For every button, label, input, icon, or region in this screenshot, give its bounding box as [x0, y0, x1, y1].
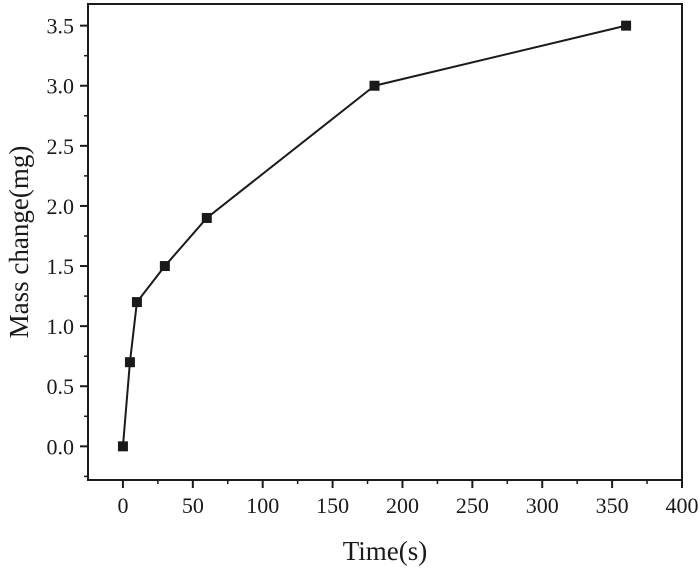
x-tick-label: 0: [117, 493, 128, 518]
data-point-marker: [131, 297, 142, 308]
y-tick-label: 3.5: [47, 14, 75, 39]
series-layer: [117, 20, 632, 452]
x-tick-label: 350: [596, 493, 629, 518]
y-tick-label: 0.5: [47, 374, 75, 399]
data-point-marker: [621, 20, 632, 31]
data-point-marker: [124, 357, 135, 368]
x-axis-ticks: 0 50 100 150 200 250 300 350 400: [117, 480, 699, 518]
y-axis-title: Mass change(mg): [4, 146, 34, 339]
x-tick-label: 150: [316, 493, 349, 518]
data-point-marker: [369, 80, 380, 91]
plot-frame: [87, 3, 683, 481]
x-tick-label: 250: [456, 493, 489, 518]
data-point-marker: [201, 212, 212, 223]
x-axis-title: Time(s): [343, 536, 428, 566]
x-tick-label: 50: [182, 493, 204, 518]
x-tick-label: 200: [386, 493, 419, 518]
y-tick-label: 2.0: [47, 194, 75, 219]
y-tick-label: 1.0: [47, 314, 75, 339]
data-point-marker: [159, 261, 170, 272]
y-tick-label: 3.0: [47, 74, 75, 99]
x-tick-label: 100: [246, 493, 279, 518]
y-tick-label: 2.5: [47, 134, 75, 159]
y-axis-ticks: 0.0 0.5 1.0 1.5 2.0 2.5 3.0 3.5: [47, 14, 88, 478]
data-point-marker: [117, 441, 128, 452]
x-tick-label: 400: [666, 493, 699, 518]
y-tick-label: 1.5: [47, 254, 75, 279]
y-tick-label: 0.0: [47, 434, 75, 459]
x-tick-label: 300: [526, 493, 559, 518]
